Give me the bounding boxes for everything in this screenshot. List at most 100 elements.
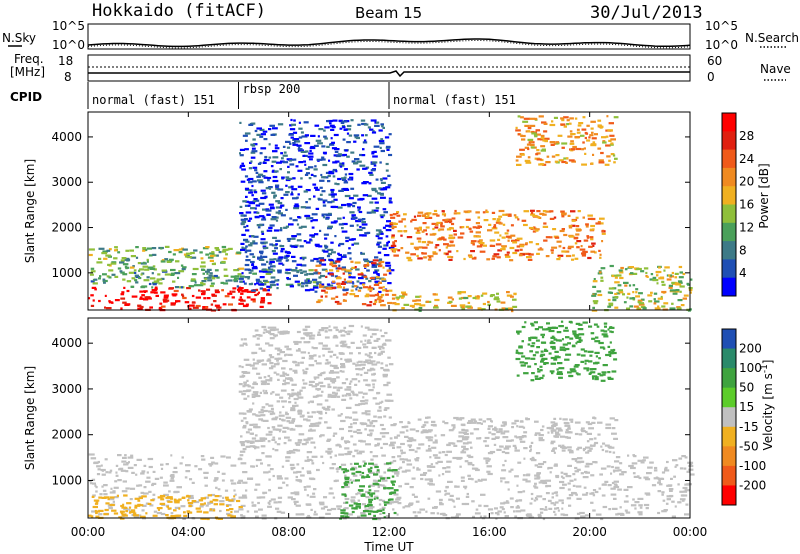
range-gate-cell (523, 431, 528, 434)
range-gate-cell (323, 250, 329, 253)
range-gate-cell (654, 466, 658, 470)
range-gate-cell (421, 230, 425, 233)
range-gate-cell (119, 517, 125, 520)
range-gate-cell (326, 145, 330, 148)
range-gate-cell (95, 490, 98, 493)
range-gate-cell (246, 178, 251, 181)
range-gate-cell (362, 141, 368, 144)
range-gate-cell (342, 138, 346, 141)
range-gate-cell (391, 225, 397, 228)
range-gate-cell (650, 291, 653, 294)
range-gate-cell (239, 212, 244, 215)
range-gate-cell (247, 219, 251, 222)
range-gate-cell (502, 436, 509, 439)
range-gate-cell (344, 330, 348, 334)
range-gate-cell (304, 154, 308, 157)
range-gate-cell (575, 493, 578, 496)
range-gate-cell (524, 321, 527, 324)
range-gate-cell (554, 355, 559, 358)
range-gate-cell (568, 224, 573, 228)
range-gate-cell (374, 124, 380, 127)
range-gate-cell (125, 487, 130, 490)
range-gate-cell (551, 449, 555, 452)
range-gate-cell (151, 482, 157, 485)
range-gate-cell (319, 285, 325, 288)
range-gate-cell (373, 497, 376, 500)
range-gate-cell (310, 334, 316, 337)
range-gate-cell (271, 160, 277, 163)
range-gate-cell (535, 228, 540, 231)
range-gate-cell (472, 515, 475, 518)
range-gate-cell (615, 513, 619, 516)
range-gate-cell (291, 245, 295, 248)
range-gate-cell (565, 254, 572, 258)
range-gate-cell (296, 470, 302, 474)
range-gate-cell (354, 158, 360, 161)
range-gate-cell (143, 486, 147, 489)
range-gate-cell (374, 201, 379, 204)
range-gate-cell (332, 496, 336, 499)
range-gate-cell (491, 437, 496, 440)
range-gate-cell (386, 462, 392, 465)
range-gate-cell (580, 515, 586, 518)
range-gate-cell (91, 510, 97, 513)
range-gate-cell (239, 450, 246, 453)
range-gate-cell (609, 326, 613, 329)
range-gate-cell (126, 502, 132, 505)
range-gate-cell (537, 248, 544, 251)
noise-left-tick-top: 10^5 (52, 19, 85, 33)
range-gate-cell (554, 463, 558, 466)
range-gate-cell (326, 405, 331, 408)
range-gate-cell (278, 437, 281, 440)
range-gate-cell (551, 246, 558, 249)
range-gate-cell (538, 462, 544, 466)
range-gate-cell (635, 295, 640, 298)
range-gate-cell (626, 296, 629, 299)
range-gate-cell (643, 503, 650, 507)
range-gate-cell (461, 438, 468, 441)
range-gate-cell (279, 244, 282, 247)
range-gate-cell (139, 496, 143, 500)
range-gate-cell (427, 429, 433, 432)
range-gate-cell (305, 150, 309, 153)
range-gate-cell (148, 254, 153, 257)
range-gate-cell (546, 484, 552, 488)
range-gate-cell (331, 395, 337, 398)
range-gate-cell (569, 321, 573, 324)
nave-label: Nave (760, 62, 791, 76)
range-gate-cell (295, 140, 301, 143)
range-gate-cell (601, 371, 607, 374)
range-gate-cell (497, 249, 502, 252)
range-gate-cell (545, 255, 550, 258)
range-gate-cell (261, 218, 267, 221)
range-gate-cell (635, 288, 639, 291)
range-gate-cell (166, 260, 172, 263)
range-gate-cell (599, 346, 605, 349)
range-gate-cell (416, 468, 421, 471)
range-gate-cell (460, 291, 466, 294)
range-gate-cell (239, 205, 243, 208)
range-gate-cell (223, 268, 228, 271)
range-gate-cell (388, 267, 391, 270)
range-gate-cell (553, 116, 558, 119)
range-gate-cell (240, 292, 244, 295)
range-gate-cell (380, 149, 385, 153)
range-gate-cell (365, 277, 369, 280)
range-gate-cell (170, 272, 175, 275)
range-gate-cell (255, 414, 258, 417)
range-gate-cell (666, 278, 672, 281)
range-gate-cell (157, 508, 160, 511)
range-gate-cell (494, 426, 497, 429)
range-gate-cell (389, 213, 393, 217)
range-gate-cell (264, 195, 268, 198)
range-gate-cell (327, 283, 331, 286)
range-gate-cell (438, 474, 441, 477)
range-gate-cell (160, 512, 166, 516)
range-gate-cell (500, 301, 506, 304)
range-gate-cell (585, 225, 589, 228)
range-gate-cell (309, 155, 314, 158)
range-gate-cell (307, 280, 313, 283)
range-gate-cell (175, 515, 181, 519)
range-gate-cell (92, 278, 95, 281)
